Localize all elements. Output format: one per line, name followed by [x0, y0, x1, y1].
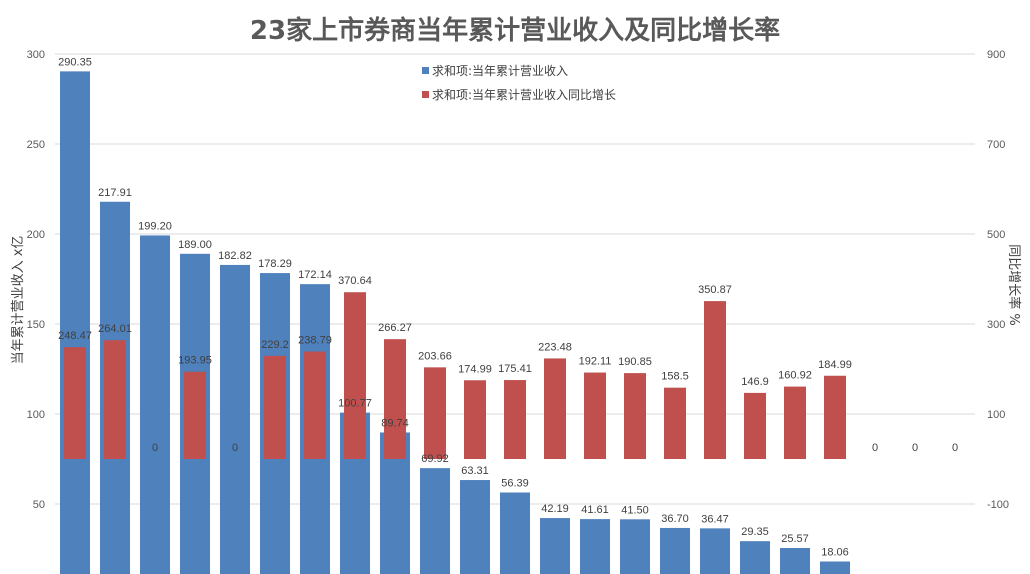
bar-revenue [660, 527, 690, 574]
data-label-growth: 190.85 [618, 356, 652, 368]
right-axis-tick: 300 [987, 319, 1005, 331]
data-label-growth: 0 [952, 442, 958, 454]
left-axis-label: 当年累计营业收入 x亿 [11, 236, 26, 365]
bar-revenue [700, 528, 730, 574]
right-axis-tick: -100 [987, 499, 1009, 511]
data-label-growth: 350.87 [698, 284, 732, 296]
right-axis-tick: 100 [987, 409, 1005, 421]
legend-label: 求和项:当年累计营业收入同比增长 [432, 88, 616, 102]
bar-revenue [140, 235, 170, 574]
data-label-revenue: 290.35 [58, 56, 92, 68]
data-label-growth: 0 [152, 442, 158, 454]
bar-growth [504, 380, 526, 459]
data-label-revenue: 182.82 [218, 250, 252, 262]
data-label-growth: 370.64 [338, 275, 372, 287]
legend-swatch [422, 67, 429, 74]
bar-growth [544, 358, 566, 459]
data-label-growth: 266.27 [378, 322, 412, 334]
bar-revenue [460, 480, 490, 574]
bar-growth [824, 375, 846, 459]
data-label-growth: 238.79 [298, 335, 332, 347]
data-label-revenue: 89.74 [381, 417, 409, 429]
data-label-revenue: 100.77 [338, 398, 372, 410]
bar-growth [344, 292, 366, 459]
data-label-growth: 192.11 [579, 356, 612, 368]
data-label-growth: 248.47 [58, 330, 92, 342]
data-label-growth: 229.2 [261, 339, 289, 351]
data-label-revenue: 69.92 [421, 453, 449, 465]
data-label-growth: 203.66 [418, 350, 452, 362]
data-label-growth: 184.99 [818, 359, 852, 371]
left-axis-tick: 200 [27, 229, 45, 241]
data-label-growth: 193.95 [178, 355, 212, 367]
left-axis-tick: 100 [27, 409, 45, 421]
data-label-revenue: 36.47 [701, 513, 729, 525]
bar-revenue [540, 518, 570, 574]
legend-label: 求和项:当年累计营业收入 [432, 64, 568, 78]
bar-growth [624, 373, 646, 459]
right-axis-label: 同比增长率 % [1006, 244, 1022, 326]
data-label-growth: 160.92 [778, 370, 812, 382]
bar-revenue [500, 492, 530, 574]
bar-revenue [780, 547, 810, 574]
bar-growth [384, 339, 406, 459]
bar-growth [784, 386, 806, 459]
bar-growth [664, 387, 686, 459]
data-label-revenue: 25.57 [781, 533, 809, 545]
data-label-revenue: 18.06 [821, 546, 849, 558]
bar-revenue [620, 519, 650, 574]
bar-growth [304, 351, 326, 459]
bar-growth [704, 301, 726, 459]
bar-revenue [740, 541, 770, 574]
data-label-revenue: 41.61 [581, 504, 609, 516]
data-label-revenue: 29.35 [741, 526, 769, 538]
bar-growth [744, 392, 766, 459]
bar-revenue [220, 264, 250, 574]
data-label-revenue: 63.31 [461, 465, 489, 477]
chart-title: 23家上市券商当年累计营业收入及同比增长率 [249, 16, 781, 46]
bar-growth [424, 367, 446, 459]
legend-swatch [422, 91, 429, 98]
bar-growth [184, 371, 206, 459]
data-label-growth: 223.48 [538, 341, 572, 353]
data-label-revenue: 41.50 [621, 504, 649, 516]
data-label-revenue: 199.20 [138, 220, 172, 232]
data-label-revenue: 189.00 [178, 239, 212, 251]
data-label-growth: 146.9 [741, 376, 769, 388]
data-label-revenue: 36.70 [661, 513, 689, 525]
bar-growth [64, 347, 86, 459]
bar-growth [464, 380, 486, 459]
bar-revenue [420, 468, 450, 574]
data-label-revenue: 172.14 [298, 269, 332, 281]
right-axis-tick: 900 [987, 49, 1005, 61]
data-label-growth: 264.01 [98, 323, 132, 335]
data-label-revenue: 56.39 [501, 477, 529, 489]
data-label-revenue: 217.91 [98, 187, 132, 199]
data-label-growth: 0 [912, 442, 918, 454]
left-axis-tick: 150 [27, 319, 45, 331]
data-label-revenue: 42.19 [541, 503, 569, 515]
left-axis-tick: 50 [33, 499, 45, 511]
bar-revenue [820, 561, 850, 574]
data-label-growth: 158.5 [661, 371, 689, 383]
bar-revenue [580, 519, 610, 574]
data-label-growth: 175.41 [498, 363, 532, 375]
left-axis-tick: 300 [27, 49, 45, 61]
bar-growth [264, 355, 286, 459]
right-axis-tick: 700 [987, 139, 1005, 151]
bar-growth [104, 340, 126, 459]
bar-growth [584, 372, 606, 459]
right-axis-tick: 500 [987, 229, 1005, 241]
left-axis-tick: 250 [27, 139, 45, 151]
data-label-growth: 0 [232, 442, 238, 454]
data-label-growth: 0 [872, 442, 878, 454]
data-label-growth: 174.99 [458, 363, 492, 375]
bar-revenue [60, 71, 90, 574]
data-label-revenue: 178.29 [258, 258, 292, 270]
